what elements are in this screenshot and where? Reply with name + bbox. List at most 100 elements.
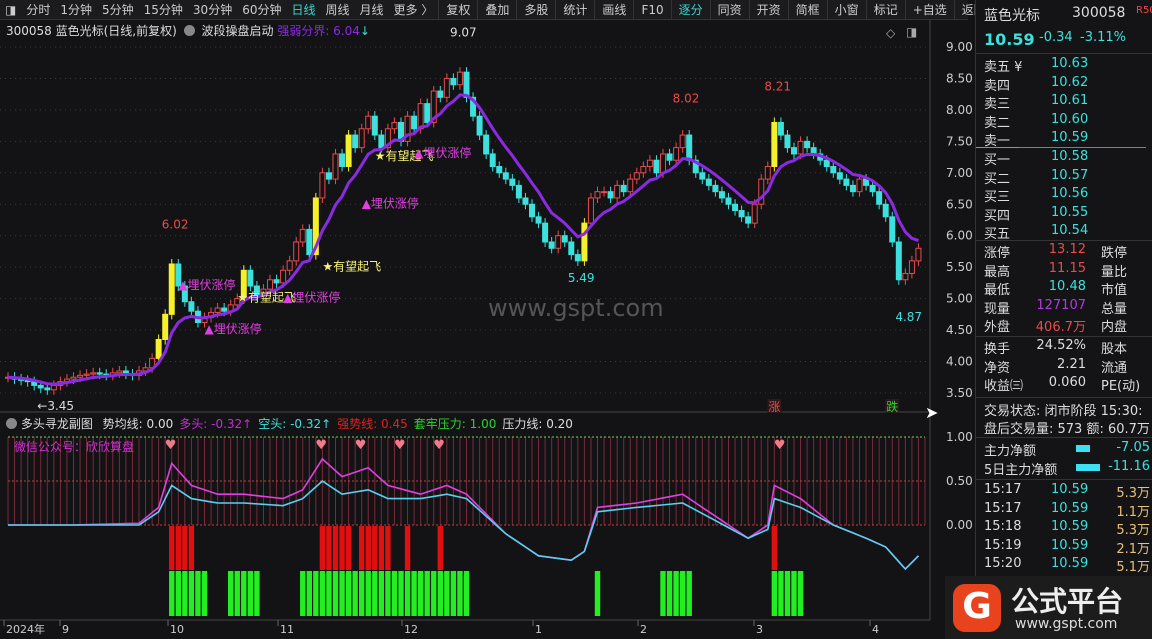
- candle: [830, 166, 837, 174]
- period-tab[interactable]: 15分钟: [143, 3, 183, 17]
- value: 406.7万: [1035, 320, 1086, 335]
- strong-bar: [339, 526, 345, 570]
- pressure-bar: [352, 571, 358, 616]
- toolbar-button[interactable]: 叠加: [477, 0, 516, 20]
- candle: [365, 115, 372, 130]
- ask-row: 卖三 10.61: [984, 93, 1152, 112]
- pressure-bar: [365, 571, 371, 616]
- pressure-bar: [424, 571, 430, 616]
- panel-toggle-icon[interactable]: ◨: [906, 25, 918, 39]
- indicator-toggle-icon[interactable]: [183, 25, 195, 36]
- candle: [594, 191, 601, 199]
- value: 流通: [1101, 360, 1128, 376]
- toolbar-button[interactable]: 简框: [787, 0, 827, 20]
- stat-row: 最低 10.48 市值: [984, 279, 1152, 298]
- candle: [325, 172, 332, 180]
- candle: [758, 178, 765, 205]
- candle: [489, 153, 496, 168]
- y-tick-label: 7.00: [946, 166, 973, 180]
- layout-icon[interactable]: ◨: [5, 2, 17, 17]
- pressure-bar: [313, 571, 319, 616]
- value: -7.05: [1116, 440, 1150, 455]
- candle: [437, 90, 444, 98]
- value: 买三: [984, 190, 1011, 205]
- candle: [181, 285, 188, 303]
- value: 15:18: [984, 519, 1022, 534]
- period-tab[interactable]: 1分钟: [60, 3, 92, 17]
- period-tab[interactable]: 周线: [325, 3, 350, 17]
- candle: [882, 203, 889, 218]
- period-tab[interactable]: 日线: [291, 3, 316, 17]
- period-tab[interactable]: 更多 〉: [393, 3, 434, 17]
- toolbar-button[interactable]: 逐分: [670, 0, 710, 20]
- toolbar-button[interactable]: 同资: [709, 0, 749, 20]
- candle: [686, 134, 693, 161]
- value: 2.21: [1057, 356, 1086, 372]
- y-tick-label: 8.00: [946, 103, 973, 117]
- value: 内盘: [1101, 320, 1128, 335]
- value: 15:20: [984, 556, 1022, 571]
- candle: [299, 228, 306, 243]
- period-tab[interactable]: 月线: [359, 3, 384, 17]
- period-tab[interactable]: 5分钟: [102, 3, 134, 17]
- sub-toggle-icon[interactable]: [6, 418, 17, 429]
- candle: [784, 134, 791, 149]
- candle: [738, 210, 745, 218]
- toolbar-button[interactable]: 统计: [555, 0, 594, 20]
- candle: [627, 178, 634, 193]
- toolbar-button[interactable]: 小窗: [826, 0, 866, 20]
- candle: [515, 184, 522, 199]
- value: 127107: [1036, 297, 1086, 313]
- toolbar-button[interactable]: F10: [633, 0, 670, 20]
- period-tab[interactable]: 30分钟: [192, 3, 233, 17]
- toolbar-button[interactable]: 画线: [594, 0, 633, 20]
- value: 10.55: [1051, 204, 1089, 220]
- candle: [908, 260, 915, 274]
- toolbar-button[interactable]: +自选: [904, 0, 954, 20]
- pressure-bar: [791, 571, 797, 616]
- candle: [247, 269, 254, 287]
- sub-legend-item: 压力线: 0.20: [502, 417, 573, 431]
- toolbar-button[interactable]: 多股: [516, 0, 555, 20]
- value: 10.59: [1051, 500, 1089, 516]
- diamond-icon[interactable]: ◇: [886, 26, 896, 40]
- strong-bar: [372, 526, 378, 570]
- toolbar-button[interactable]: 复权: [438, 0, 477, 20]
- toolbar-button[interactable]: 标记: [865, 0, 905, 20]
- candle: [155, 338, 162, 359]
- ask-row: 卖四 10.62: [984, 75, 1152, 94]
- signal-label: ★有望起飞: [375, 149, 434, 163]
- pressure-bar: [457, 571, 463, 616]
- value: 量比: [1101, 264, 1128, 280]
- indicator-name: 波段操盘启动: [201, 24, 274, 38]
- period-tab[interactable]: 分时: [26, 3, 51, 17]
- candle: [804, 140, 811, 149]
- signal-label: ▲埋伏涨停: [362, 195, 419, 210]
- value: 0.060: [1048, 375, 1086, 390]
- candle: [902, 272, 909, 281]
- strong-bar: [345, 526, 352, 570]
- stat-row: 现量 127107 总量: [984, 298, 1152, 317]
- candle: [869, 184, 876, 193]
- pressure-bar: [319, 571, 326, 616]
- candle: [450, 77, 457, 86]
- price-label: 9.07: [450, 26, 477, 40]
- pressure-bar: [372, 571, 378, 616]
- candle: [849, 184, 856, 193]
- value: 10.61: [1051, 93, 1089, 108]
- value: 10.62: [1051, 74, 1089, 90]
- toolbar-button[interactable]: 开资: [748, 0, 788, 20]
- candle: [764, 166, 771, 180]
- logo: G 公式平台 www.gspt.com: [945, 576, 1152, 639]
- period-tab[interactable]: 60分钟: [242, 3, 282, 17]
- pressure-bar: [404, 571, 411, 616]
- pressure-bar: [188, 571, 195, 616]
- mouse-cursor-icon: ➤: [925, 403, 938, 422]
- pressure-bar: [771, 571, 778, 616]
- pressure-bar: [431, 571, 437, 616]
- pressure-bar: [450, 571, 457, 616]
- pressure-bar: [437, 571, 443, 616]
- pressure-bar: [332, 571, 339, 616]
- chart-area[interactable]: 9.00 8.50 8.00 7.50 7.00 6.50 6.00 5.50 5.00 4.50…: [0, 0, 975, 639]
- trade-status: 交易状态: 闭市阶段 15:30:: [984, 400, 1152, 419]
